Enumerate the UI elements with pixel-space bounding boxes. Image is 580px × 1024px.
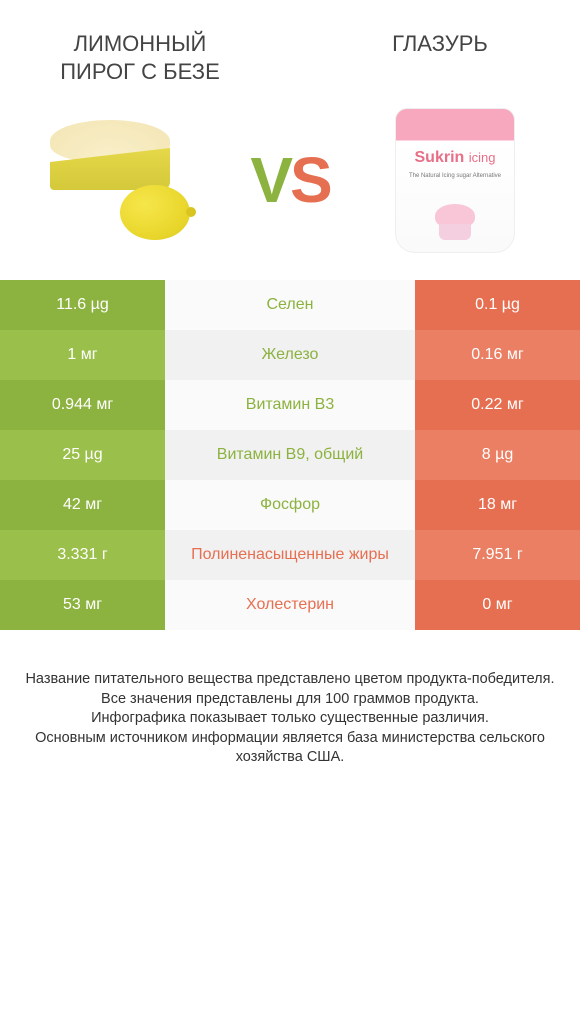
vs-s: S (290, 144, 330, 216)
nutrient-label: Витамин B3 (165, 380, 415, 430)
icing-illustration: Sukrin icing The Natural Icing sugar Alt… (370, 105, 540, 255)
lemon-pie-illustration (40, 105, 210, 255)
nutrient-label: Фосфор (165, 480, 415, 530)
value-left: 11.6 µg (0, 280, 165, 330)
value-right: 0 мг (415, 580, 580, 630)
value-left: 42 мг (0, 480, 165, 530)
footnote-line: Название питательного вещества представл… (20, 670, 560, 690)
infographic-container: Лимонный пирог с безе Глазурь VS Sukrin … (0, 0, 580, 1024)
title-right: Глазурь (350, 30, 530, 58)
value-left: 3.331 г (0, 530, 165, 580)
table-row: 11.6 µgСелен0.1 µg (0, 280, 580, 330)
value-left: 1 мг (0, 330, 165, 380)
nutrient-label: Витамин B9, общий (165, 430, 415, 480)
footnote-line: Все значения представлены для 100 граммо… (20, 690, 560, 710)
nutrient-label: Железо (165, 330, 415, 380)
nutrient-label: Селен (165, 280, 415, 330)
value-right: 0.1 µg (415, 280, 580, 330)
value-right: 0.16 мг (415, 330, 580, 380)
value-left: 53 мг (0, 580, 165, 630)
table-row: 53 мгХолестерин0 мг (0, 580, 580, 630)
nutrient-label: Полиненасыщенные жиры (165, 530, 415, 580)
value-left: 25 µg (0, 430, 165, 480)
value-right: 7.951 г (415, 530, 580, 580)
vs-v: V (250, 144, 290, 216)
table-row: 42 мгФосфор18 мг (0, 480, 580, 530)
table-row: 1 мгЖелезо0.16 мг (0, 330, 580, 380)
vs-label: VS (250, 143, 329, 217)
comparison-table: 11.6 µgСелен0.1 µg1 мгЖелезо0.16 мг0.944… (0, 280, 580, 630)
value-right: 18 мг (415, 480, 580, 530)
images-row: VS Sukrin icing The Natural Icing sugar … (0, 95, 580, 280)
footnote: Название питательного вещества представл… (0, 630, 580, 768)
value-right: 0.22 мг (415, 380, 580, 430)
nutrient-label: Холестерин (165, 580, 415, 630)
table-row: 0.944 мгВитамин B30.22 мг (0, 380, 580, 430)
title-row: Лимонный пирог с безе Глазурь (0, 0, 580, 95)
footnote-line: Инфографика показывает только существенн… (20, 709, 560, 729)
table-row: 25 µgВитамин B9, общий8 µg (0, 430, 580, 480)
value-left: 0.944 мг (0, 380, 165, 430)
title-left: Лимонный пирог с безе (50, 30, 230, 85)
table-row: 3.331 гПолиненасыщенные жиры7.951 г (0, 530, 580, 580)
value-right: 8 µg (415, 430, 580, 480)
footnote-line: Основным источником информации является … (20, 729, 560, 768)
